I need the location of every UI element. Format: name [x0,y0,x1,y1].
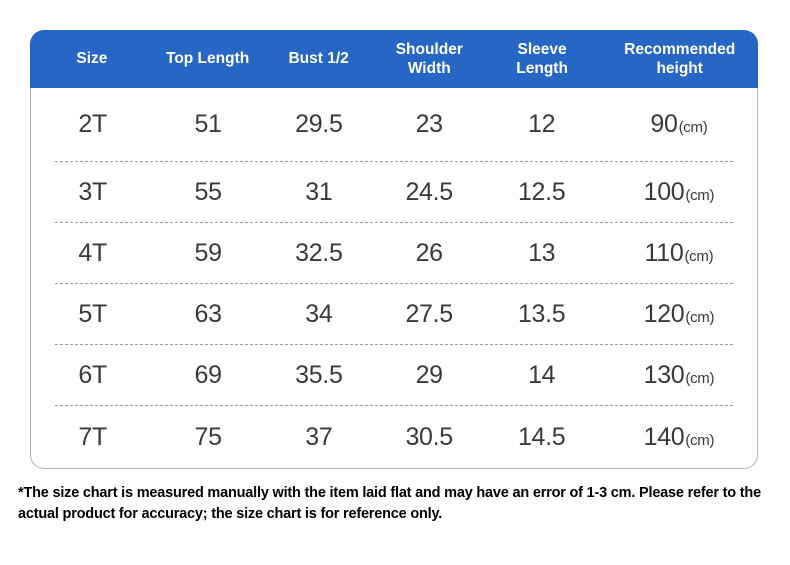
col-header-shoulder-width: Shoulder Width [395,40,463,77]
height-value: 100 [643,177,685,206]
cell-top-length: 51 [194,110,223,138]
cell-sleeve-length: 13.5 [517,299,566,328]
cell-size: 3T [78,177,107,206]
cell-size: 6T [78,360,107,389]
col-header-top-length: Top Length [166,50,250,68]
cell-recommended-height: 120(cm) [601,300,757,329]
cell-sleeve-length: 12 [528,110,556,138]
row-divider [55,405,733,406]
cell-bust-half: 37 [305,422,333,451]
cell-shoulder-width: 26 [415,238,444,267]
footnote: *The size chart is measured manually wit… [18,485,761,523]
cell-bust-half: 35.5 [295,360,343,389]
cell-recommended-height: 100(cm) [601,178,757,207]
cell-top-length: 69 [194,360,223,389]
cell-top-length: 59 [194,238,223,267]
row-divider [55,283,733,284]
cell-bust-half: 34 [305,299,333,328]
table-row-5t: 5T 63 34 27.5 13.5 120(cm) [31,284,757,344]
table-body: 2T 51 29.5 23 12 90(cm) 3T 55 31 24.5 12… [30,88,758,469]
table-header-row: Size Top Length Bust 1/2 Shoulder Width … [30,30,758,88]
height-value: 90 [650,110,678,138]
cell-recommended-height: 110(cm) [601,239,757,268]
height-unit: (cm) [685,186,715,204]
table-row-7t: 7T 75 37 30.5 14.5 140(cm) [31,406,757,468]
cell-bust-half: 29.5 [295,110,343,138]
table-row-3t: 3T 55 31 24.5 12.5 100(cm) [31,162,757,222]
size-chart-table: Size Top Length Bust 1/2 Shoulder Width … [30,30,758,469]
table-row-2t: 2T 51 29.5 23 12 90(cm) [31,88,757,161]
cell-bust-half: 32.5 [295,238,343,267]
height-unit: (cm) [685,369,715,387]
cell-size: 5T [78,299,107,328]
height-value: 120 [643,299,685,328]
table-row-6t: 6T 69 35.5 29 14 130(cm) [31,345,757,405]
height-value: 110 [644,238,684,267]
cell-top-length: 75 [194,422,223,451]
cell-recommended-height: 90(cm) [601,110,757,139]
cell-shoulder-width: 29 [415,360,444,389]
col-header-size: Size [76,50,108,68]
cell-top-length: 63 [194,299,223,328]
cell-sleeve-length: 14 [528,360,556,389]
height-unit: (cm) [684,247,714,265]
cell-size: 4T [78,238,107,267]
height-value: 140 [643,422,685,451]
row-divider [55,161,733,162]
cell-sleeve-length: 14.5 [517,422,566,451]
col-header-sleeve-length: Sleeve Length [516,40,568,77]
cell-sleeve-length: 12.5 [517,177,566,206]
table-row-4t: 4T 59 32.5 26 13 110(cm) [31,223,757,283]
height-unit: (cm) [685,308,715,326]
cell-shoulder-width: 23 [415,110,444,138]
cell-bust-half: 31 [305,177,333,206]
col-header-recommended-height: Recommended height [624,40,736,77]
height-unit: (cm) [685,431,715,449]
height-unit: (cm) [678,119,708,136]
row-divider [55,222,733,223]
cell-top-length: 55 [194,177,223,206]
cell-shoulder-width: 30.5 [405,422,453,451]
cell-shoulder-width: 24.5 [405,177,453,206]
col-header-bust-half: Bust 1/2 [288,50,349,68]
cell-shoulder-width: 27.5 [405,299,453,328]
cell-size: 2T [78,110,107,138]
cell-recommended-height: 130(cm) [601,361,757,390]
cell-size: 7T [78,422,107,451]
cell-sleeve-length: 13 [528,238,556,267]
cell-recommended-height: 140(cm) [601,423,757,452]
row-divider [55,344,733,345]
height-value: 130 [643,360,685,389]
